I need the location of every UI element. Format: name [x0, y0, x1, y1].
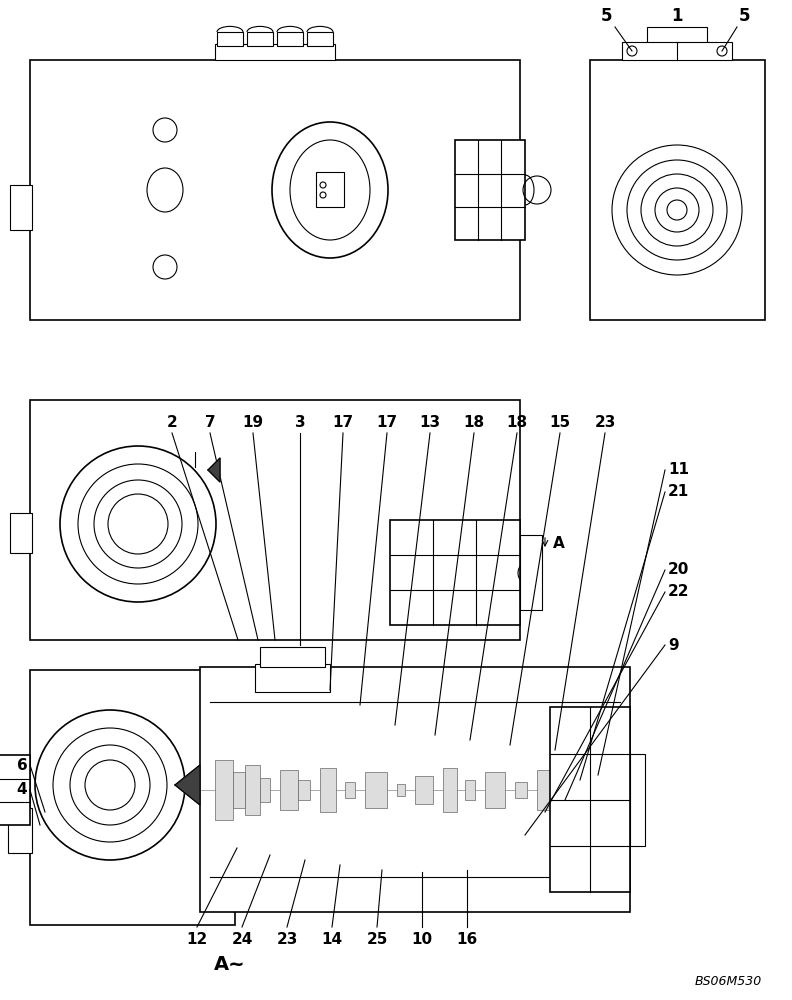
Bar	[443, 768, 457, 812]
Bar	[200, 667, 630, 912]
Bar	[30, 60, 520, 320]
Bar	[485, 772, 505, 808]
Text: 9: 9	[668, 638, 679, 652]
Text: 18: 18	[506, 415, 527, 430]
Bar	[307, 32, 333, 46]
Bar	[610, 782, 622, 798]
Text: 11: 11	[668, 462, 689, 478]
Bar	[590, 60, 765, 320]
Bar	[550, 707, 630, 892]
Circle shape	[667, 200, 687, 220]
Bar	[233, 772, 245, 808]
Bar	[30, 670, 235, 925]
Polygon shape	[208, 458, 220, 482]
Text: 14: 14	[322, 932, 343, 947]
Bar	[215, 760, 233, 820]
Text: 7: 7	[204, 415, 215, 430]
Text: 20: 20	[668, 562, 689, 578]
Bar	[320, 768, 336, 812]
Bar	[415, 776, 433, 804]
Bar	[365, 772, 387, 808]
Text: 22: 22	[668, 584, 690, 599]
Text: 12: 12	[186, 932, 208, 947]
Bar	[10, 185, 32, 230]
Text: 19: 19	[242, 415, 264, 430]
Bar	[277, 32, 303, 46]
Bar	[397, 784, 405, 796]
Text: 24: 24	[231, 932, 253, 947]
Text: BS06M530: BS06M530	[695, 975, 762, 988]
Text: A: A	[553, 536, 565, 550]
Bar	[247, 32, 273, 46]
Bar	[465, 780, 475, 800]
Text: 5: 5	[601, 7, 613, 25]
Bar	[260, 647, 325, 667]
Bar	[537, 770, 555, 810]
Text: 21: 21	[668, 485, 689, 499]
Bar	[298, 780, 310, 800]
Bar	[630, 754, 645, 846]
Bar	[515, 782, 527, 798]
Text: 4: 4	[17, 782, 27, 798]
Bar	[30, 400, 520, 640]
Bar	[585, 762, 605, 818]
Bar	[8, 808, 32, 853]
Bar	[455, 140, 525, 240]
Bar	[0, 755, 30, 825]
Text: 6: 6	[17, 758, 28, 772]
Text: 17: 17	[333, 415, 353, 430]
Text: 23: 23	[594, 415, 615, 430]
Bar	[10, 513, 32, 553]
Text: 13: 13	[420, 415, 440, 430]
Bar	[520, 535, 542, 610]
Text: A~: A~	[214, 956, 246, 974]
Text: 1: 1	[672, 7, 683, 25]
Bar	[217, 32, 243, 46]
Text: 2: 2	[166, 415, 177, 430]
Bar	[260, 778, 270, 802]
Text: 17: 17	[376, 415, 398, 430]
Bar	[316, 172, 344, 207]
Bar	[345, 782, 355, 798]
Text: 18: 18	[463, 415, 485, 430]
Text: 15: 15	[550, 415, 570, 430]
Text: 25: 25	[367, 932, 388, 947]
Bar	[255, 664, 330, 692]
Bar	[280, 770, 298, 810]
Text: 3: 3	[295, 415, 305, 430]
Bar	[390, 520, 520, 625]
Text: 23: 23	[276, 932, 298, 947]
Text: 5: 5	[739, 7, 751, 25]
Bar	[215, 44, 335, 60]
Bar	[245, 765, 260, 815]
Text: 10: 10	[411, 932, 432, 947]
Bar	[647, 27, 707, 45]
Polygon shape	[175, 765, 200, 805]
Bar	[565, 778, 579, 802]
Bar	[622, 42, 732, 60]
Text: 16: 16	[456, 932, 478, 947]
